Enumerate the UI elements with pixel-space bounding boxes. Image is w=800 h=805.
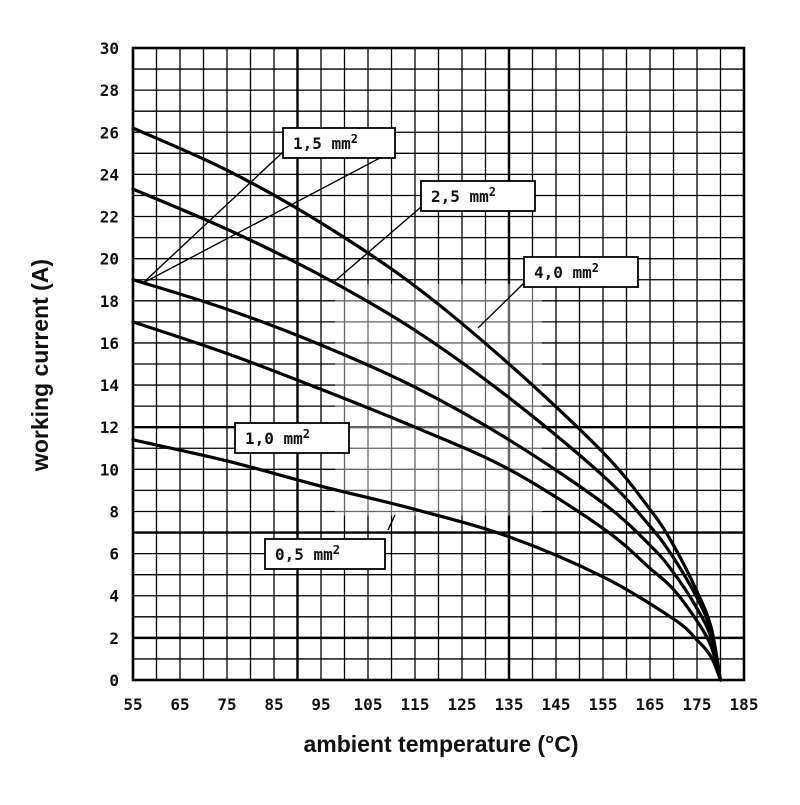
x-tick-label: 145: [542, 695, 571, 714]
x-axis-title: ambient temperature (°C): [303, 731, 578, 757]
y-axis-title: working current (A): [27, 259, 53, 472]
x-tick-label: 85: [264, 695, 283, 714]
y-tick-label: 16: [100, 334, 119, 353]
leader-line: [477, 282, 525, 329]
y-tick-label: 20: [100, 250, 119, 269]
y-tick-label: 30: [100, 39, 119, 58]
series-line-2: [131, 278, 723, 682]
x-tick-label: 155: [589, 695, 618, 714]
series-label-4: 4,0 mm2: [523, 256, 639, 288]
x-tick-label: 135: [495, 695, 524, 714]
series-lines: [131, 126, 723, 682]
series-label-2: 1,5 mm2: [282, 127, 396, 159]
x-tick-label: 165: [636, 695, 665, 714]
x-tick-label: 55: [123, 695, 142, 714]
y-tick-label: 18: [100, 292, 119, 311]
y-tick-label: 28: [100, 81, 119, 100]
series-label-text: 4,0 mm2: [534, 261, 599, 282]
label-leader-lines: [142, 149, 525, 531]
series-label-box: [420, 180, 536, 212]
leader-line: [334, 206, 422, 282]
x-tick-label: 115: [401, 695, 430, 714]
y-tick-label: 8: [109, 502, 119, 521]
y-tick-label: 6: [109, 545, 119, 564]
series-labels: 0,5 mm2 1,0 mm2 1,5 mm2 2,5 mm2 4,0 mm2: [234, 127, 639, 570]
plot-frame: [131, 46, 746, 682]
x-tick-label: 105: [354, 695, 383, 714]
series-label-text: 1,5 mm2: [293, 132, 358, 153]
x-tick-label: 185: [730, 695, 759, 714]
x-tick-label: 125: [448, 695, 477, 714]
series-line-0: [131, 438, 723, 682]
x-tick-label: 175: [683, 695, 712, 714]
series-label-box: [282, 127, 396, 159]
series-label-box: [523, 256, 639, 288]
series-label-box: [264, 538, 386, 570]
series-label-1: 1,0 mm2: [234, 422, 350, 454]
leader-line: [142, 151, 284, 284]
y-tick-label: 10: [100, 460, 119, 479]
y-tick-label: 26: [100, 123, 119, 142]
x-tick-label: 95: [311, 695, 330, 714]
tick-labels: 55 65 75 85 95 105 115 125 135 145 155 165 175 185024…: [100, 39, 759, 714]
series-line-1: [131, 320, 723, 682]
y-tick-label: 24: [100, 165, 119, 184]
leader-line: [387, 514, 396, 531]
y-tick-label: 12: [100, 418, 119, 437]
series-line-3: [131, 187, 723, 682]
series-label-3: 2,5 mm2: [420, 180, 536, 212]
y-tick-label: 4: [109, 587, 119, 606]
y-tick-label: 0: [109, 671, 119, 690]
series-line-4: [131, 126, 723, 682]
leader-line: [142, 149, 396, 284]
series-label-text: 1,0 mm2: [245, 427, 310, 448]
x-tick-label: 75: [217, 695, 236, 714]
y-tick-label: 14: [100, 376, 119, 395]
y-tick-label: 2: [109, 629, 119, 648]
series-label-box: [234, 422, 350, 454]
series-label-0: 0,5 mm2: [264, 538, 386, 570]
series-label-text: 2,5 mm2: [431, 185, 496, 206]
y-tick-label: 22: [100, 208, 119, 227]
x-tick-label: 65: [170, 695, 189, 714]
series-label-text: 0,5 mm2: [275, 543, 340, 564]
